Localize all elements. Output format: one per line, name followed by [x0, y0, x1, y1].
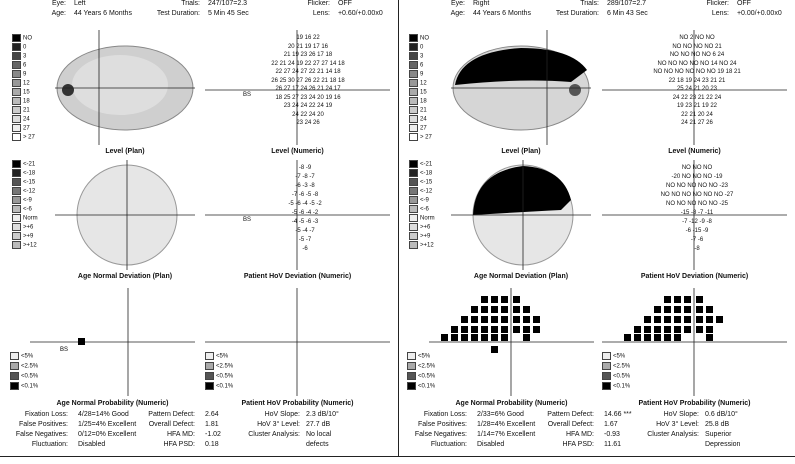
left-level-plan-caption: Level (Plan): [105, 148, 145, 155]
right-hov-prob-plot: [602, 288, 787, 396]
left-age-prob-caption: Age Normal Probability (Numeric): [56, 400, 169, 407]
left-level-plan-plot: [55, 30, 195, 145]
right-level-plan-plot: [451, 30, 591, 145]
left-flicker-row: Flicker: OFF: [307, 0, 352, 7]
right-hov-dev-caption: Patient HoV Deviation (Numeric): [640, 273, 749, 280]
bottom-rule: [0, 456, 795, 457]
right-age-prob-caption: Age Normal Probability (Numeric): [455, 400, 568, 407]
left-age-dev-plan-plot: [55, 160, 195, 270]
right-level-numeric: NO 2 NO NO NO NO NO NO 21 NO NO NO NO 6 24…: [602, 30, 787, 145]
panel-divider: [398, 0, 399, 456]
right-level-values: NO 2 NO NO NO NO NO NO 21 NO NO NO NO 6 24…: [653, 35, 741, 126]
right-stats: Fixation Loss: 2/33=6% Good False Positi…: [414, 411, 741, 448]
left-level-numeric: 19 16 22 20 21 19 17 16 21 19 23 26 17 18 2…: [205, 30, 390, 145]
left-age-prob-plot: BS: [30, 288, 195, 396]
right-eye-row: Eye: Right: [450, 0, 490, 7]
left-hov-dev-axes: [205, 160, 390, 270]
left-lens-row: Lens: +0.60/+0.00x0: [312, 10, 383, 17]
right-lens-row: Lens: +0.00/+0.00x0: [711, 10, 782, 17]
right-age-row: Age: 44 Years 6 Months: [450, 10, 531, 17]
left-eye-report: Eye: Left Age: 44 Years 6 Months Trials:…: [0, 0, 398, 456]
left-hov-dev-numeric: -8 -9 -7 -8 -7 -6 -3 -8 -7 -6 -5 -8 -5 -6 -4…: [205, 160, 390, 270]
left-hov-dev-values: -8 -9 -7 -8 -7 -6 -3 -8 -7 -6 -5 -8 -5 -6 -4…: [288, 165, 322, 252]
left-bs-marker-2: BS: [243, 217, 252, 223]
left-stats: Fixation Loss: 4/28=14% Good False Posit…: [15, 411, 339, 448]
right-level-plan-caption: Level (Plan): [501, 148, 541, 155]
right-age-dev-plan-plot: [451, 160, 591, 270]
left-age-dev-caption: Age Normal Deviation (Plan): [77, 273, 173, 280]
left-level-numeric-axes: [205, 30, 390, 145]
right-level-numeric-caption: Level (Numeric): [668, 148, 721, 155]
right-age-prob-plot: [429, 288, 594, 396]
right-eye-report: Eye: Right Age: 44 Years 6 Months Trials…: [399, 0, 795, 456]
left-duration-row: Test Duration: 5 Min 45 Sec: [156, 10, 249, 17]
right-hov-dev-numeric: NO NO NO -20 NO NO NO -19 NO NO NO NO NO -…: [602, 160, 787, 270]
left-age-row: Age: 44 Years 6 Months: [51, 10, 132, 17]
left-level-numeric-caption: Level (Numeric): [271, 148, 324, 155]
left-hov-dev-caption: Patient HoV Deviation (Numeric): [243, 273, 352, 280]
left-level-values: 19 16 22 20 21 19 17 16 21 19 23 26 17 18 2…: [271, 35, 345, 126]
right-duration-row: Test Duration: 6 Min 43 Sec: [555, 10, 648, 17]
right-trials-row: Trials: 289/107=2.7: [580, 0, 647, 7]
right-level-numeric-axes: [602, 30, 787, 145]
right-age-dev-caption: Age Normal Deviation (Plan): [473, 273, 569, 280]
left-hov-prob-plot: [205, 288, 390, 396]
right-hov-dev-axes: [602, 160, 787, 270]
left-eye-row: Eye: Left: [51, 0, 86, 7]
left-trials-row: Trials: 247/107=2.3: [181, 0, 248, 7]
svg-text:BS: BS: [60, 347, 68, 353]
right-flicker-row: Flicker: OFF: [706, 0, 751, 7]
right-hov-dev-values: NO NO NO -20 NO NO NO -19 NO NO NO NO NO -…: [660, 165, 734, 252]
left-hov-prob-caption: Patient HoV Probability (Numeric): [241, 400, 354, 407]
right-hov-prob-caption: Patient HoV Probability (Numeric): [638, 400, 751, 407]
left-bs-marker: BS: [243, 92, 252, 98]
